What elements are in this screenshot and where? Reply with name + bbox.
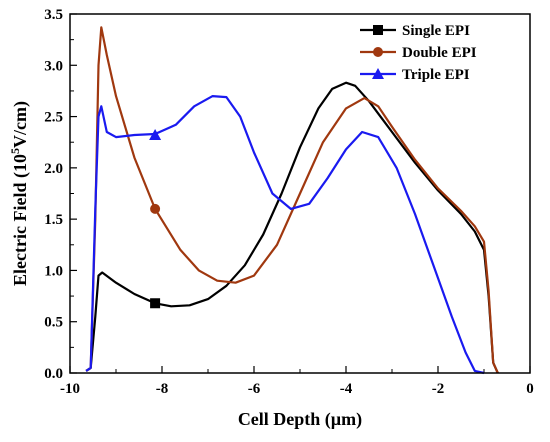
series-marker [150,298,161,309]
series-marker [149,129,162,141]
x-tick-label: -4 [340,381,353,397]
y-axis-title-prefix: Electric Field (10 [10,154,31,286]
legend-label: Double EPI [402,45,477,61]
x-tick-label: 0 [526,381,534,397]
series-double-epi [85,26,499,374]
x-tick-label: -6 [248,381,261,397]
y-tick-label: 2.5 [44,110,63,126]
y-tick-label: 0.0 [44,366,63,382]
y-tick-label: 3.0 [44,58,63,74]
series-group [85,26,499,375]
y-tick-label: 3.5 [44,7,63,23]
x-axis-title: Cell Depth (µm) [238,409,362,430]
legend: Single EPI Double EPI Triple EPI [360,23,477,83]
legend-label: Single EPI [402,23,470,39]
series-marker [150,203,161,214]
y-tick-label: 2.0 [44,161,63,177]
y-tick-label: 0.5 [44,315,63,331]
legend-item: Double EPI [360,45,477,61]
legend-item: Triple EPI [360,67,470,83]
y-tick-label: 1.0 [44,263,63,279]
legend-marker [373,47,383,57]
plot-area-frame [69,13,531,374]
legend-marker [373,25,383,35]
x-tick-label: -8 [156,381,169,397]
x-tick-label: -2 [432,381,445,397]
series-line [85,95,485,375]
tick-labels: -10 -8 -6 -4 -2 0 0.0 0.5 1.0 1.5 2.0 2.5 3.0 3.5 [44,7,534,397]
legend-item: Single EPI [360,23,470,39]
legend-label: Triple EPI [402,67,470,83]
y-axis-title: Electric Field (105V/cm) [8,101,31,286]
x-tick-label: -10 [60,381,80,397]
y-tick-label: 1.5 [44,212,63,228]
y-axis-title-suffix: V/cm) [10,101,31,148]
series-line [85,26,499,374]
legend-marker [372,68,384,79]
series-single-epi [85,81,499,374]
series-line [85,81,499,374]
series-triple-epi [85,95,485,375]
y-axis-title-exponent: 5 [8,148,22,154]
